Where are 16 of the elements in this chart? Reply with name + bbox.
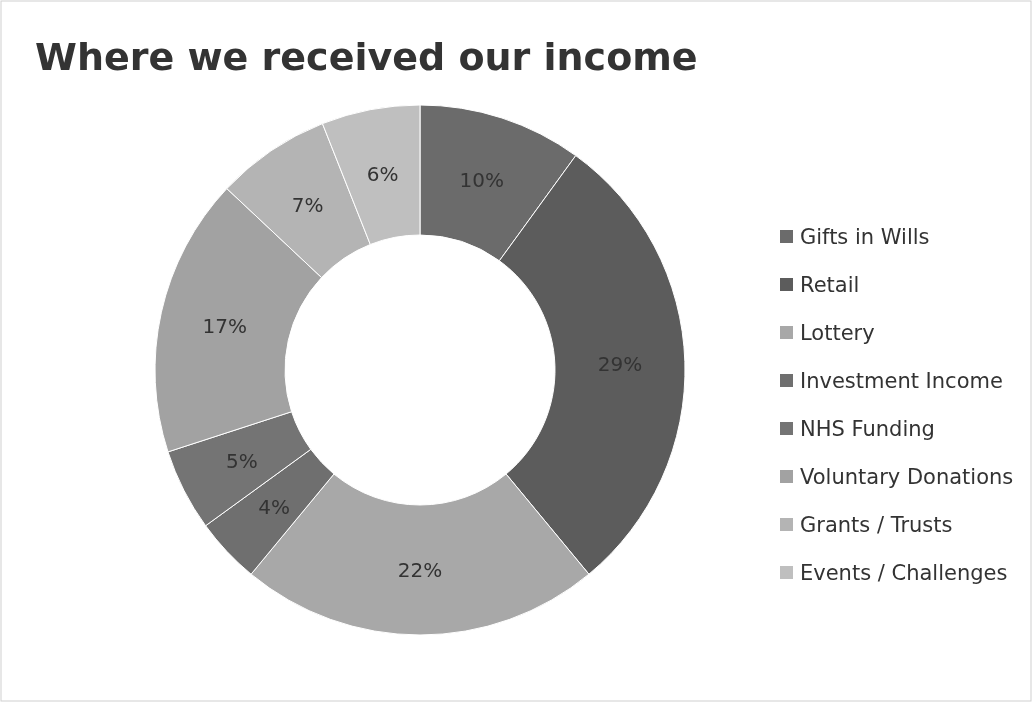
chart-title: Where we received our income <box>35 35 698 79</box>
legend-label: Gifts in Wills <box>800 225 930 250</box>
data-label: 5% <box>225 448 258 473</box>
legend-label: Lottery <box>800 321 875 346</box>
data-label: 7% <box>291 192 324 217</box>
legend-label: Events / Challenges <box>800 561 1008 586</box>
legend-label: Grants / Trusts <box>800 513 953 538</box>
data-label: 4% <box>258 494 291 519</box>
legend-label: Investment Income <box>800 369 1003 394</box>
data-label: 22% <box>397 558 443 582</box>
data-label: 6% <box>366 161 399 186</box>
legend-label: NHS Funding <box>800 417 935 442</box>
data-label: 17% <box>202 314 248 339</box>
legend-label: Voluntary Donations <box>800 465 1014 490</box>
legend-label: Retail <box>800 273 860 298</box>
data-label: 10% <box>459 167 505 192</box>
